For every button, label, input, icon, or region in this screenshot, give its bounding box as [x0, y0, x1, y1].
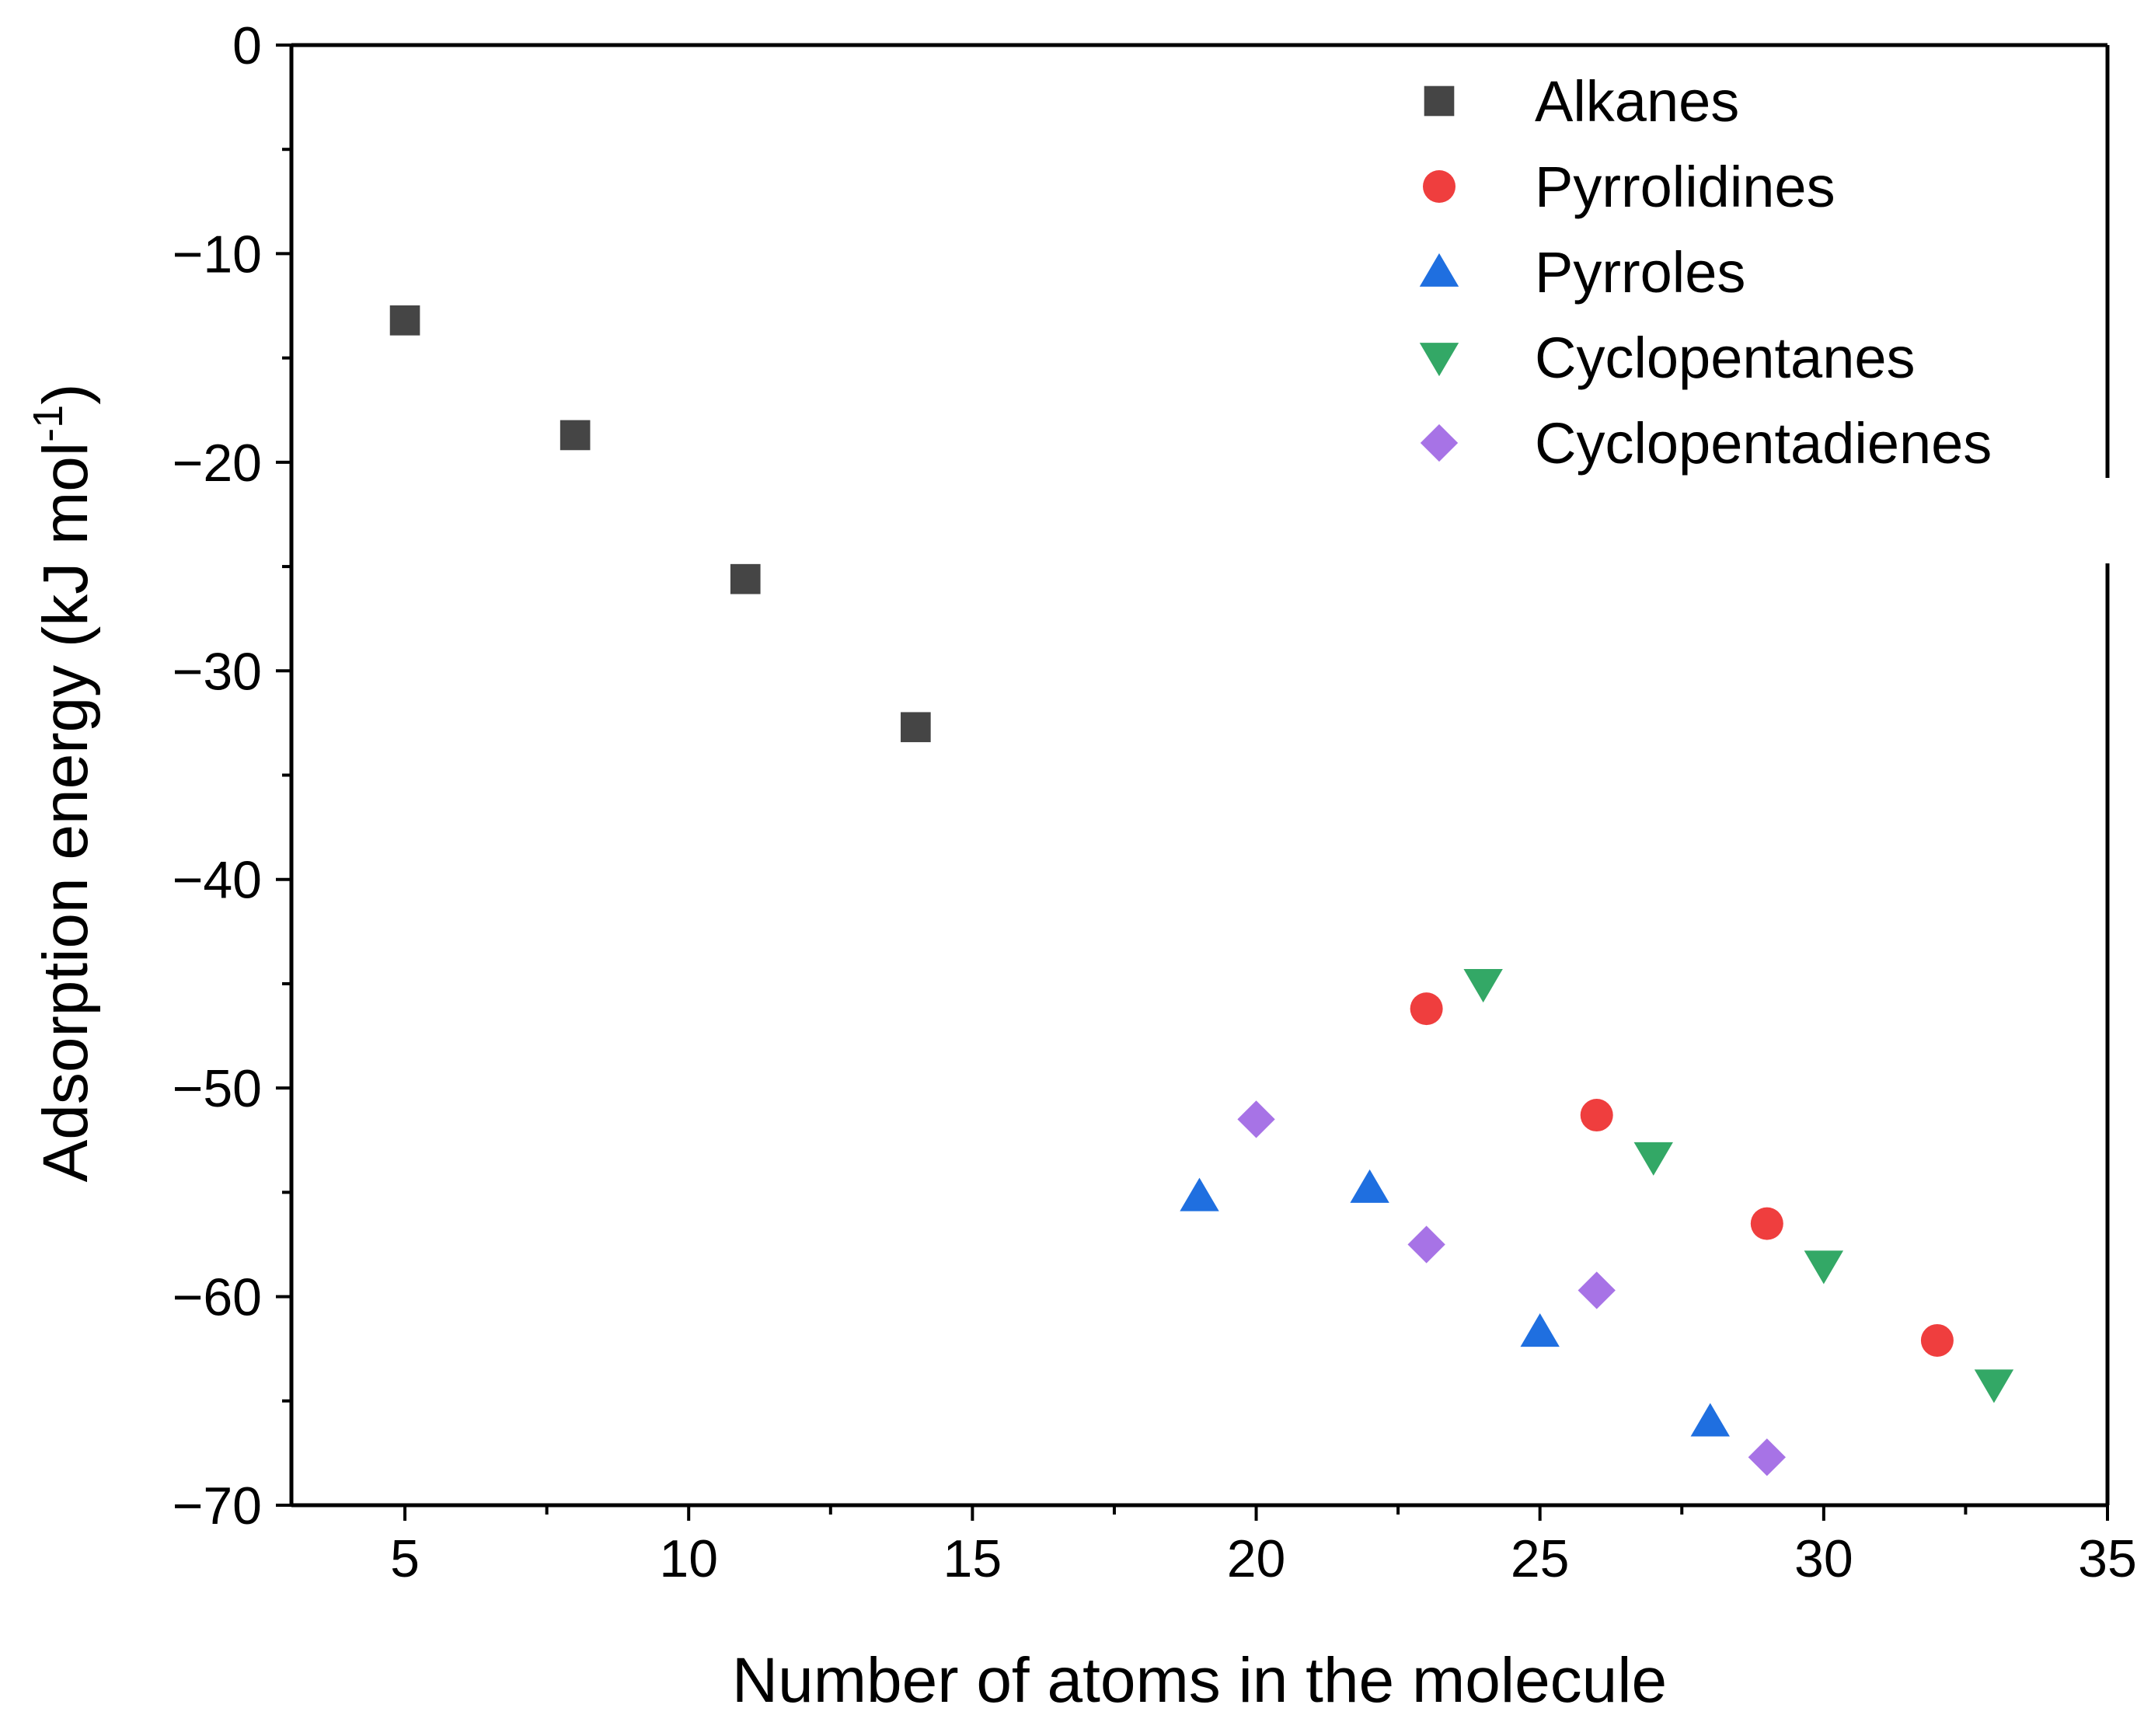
point-cyclopentadienes [1237, 1100, 1275, 1138]
x-tick-label: 10 [659, 1529, 718, 1588]
point-pyrroles [1350, 1169, 1389, 1203]
point-pyrroles [1690, 1403, 1730, 1437]
point-cyclopentadienes [1748, 1438, 1786, 1476]
y-axis-title-close: ) [30, 384, 101, 405]
point-cyclopentanes [1463, 969, 1503, 1003]
legend: Alkanes Pyrrolidines Pyrroles Cyclopentanes… [1419, 69, 1992, 476]
point-cyclopentadienes [1578, 1271, 1616, 1309]
x-tick-label: 5 [390, 1529, 420, 1588]
point-pyrroles [1520, 1313, 1560, 1347]
y-tick-label: −10 [173, 225, 262, 284]
legend-label-pyrroles: Pyrroles [1535, 240, 1745, 305]
y-tick-label: −50 [173, 1059, 262, 1118]
y-tick-label: −40 [173, 851, 262, 910]
legend-marker-cyclopentadienes [1420, 424, 1459, 462]
point-cyclopentanes [1804, 1250, 1844, 1285]
x-tick-label: 25 [1511, 1529, 1570, 1588]
x-tick-label: 35 [2078, 1529, 2137, 1588]
legend-label-cyclopentanes: Cyclopentanes [1535, 326, 1916, 390]
y-tick-label: −30 [173, 642, 262, 701]
point-alkanes [901, 712, 931, 743]
point-pyrrolidines [1410, 992, 1443, 1026]
legend-label-alkanes: Alkanes [1535, 69, 1739, 134]
y-tick-label: 0 [232, 16, 262, 75]
point-pyrroles [1180, 1177, 1219, 1211]
legend-label-pyrrolidines: Pyrrolidines [1535, 155, 1835, 219]
point-alkanes [730, 563, 761, 594]
point-cyclopentanes [1974, 1369, 2014, 1403]
point-alkanes [389, 305, 420, 336]
point-pyrrolidines [1750, 1207, 1783, 1240]
x-axis-title: Number of atoms in the molecule [732, 1645, 1667, 1716]
y-tick-label: −20 [173, 434, 262, 493]
point-cyclopentanes [1633, 1142, 1673, 1176]
legend-label-cyclopentadienes: Cyclopentadienes [1535, 411, 1992, 476]
x-tick-label: 30 [1794, 1529, 1853, 1588]
y-tick-label: −70 [173, 1476, 262, 1536]
x-tick-label: 20 [1227, 1529, 1286, 1588]
y-axis-title-main: Adsorption energy (kJ mol [30, 442, 101, 1183]
y-axis-title: Adsorption energy (kJ mol-1) [25, 384, 101, 1183]
data-points [389, 305, 2014, 1476]
y-tick-label: −60 [173, 1268, 262, 1327]
ticks: 5 10 15 20 25 30 35 0 −10 −20 −30 −40 −50 −60 −70 [173, 16, 2137, 1588]
legend-marker-pyrroles [1419, 253, 1459, 287]
y-axis-title-superscript: -1 [25, 405, 71, 442]
x-tick-label: 15 [943, 1529, 1002, 1588]
point-cyclopentadienes [1407, 1225, 1445, 1264]
point-pyrrolidines [1580, 1099, 1613, 1132]
legend-marker-cyclopentanes [1419, 343, 1459, 377]
axes [289, 43, 2110, 1508]
point-alkanes [560, 420, 591, 451]
legend-marker-pyrrolidines [1423, 170, 1455, 203]
legend-marker-alkanes [1424, 85, 1455, 117]
point-pyrrolidines [1920, 1323, 1954, 1357]
